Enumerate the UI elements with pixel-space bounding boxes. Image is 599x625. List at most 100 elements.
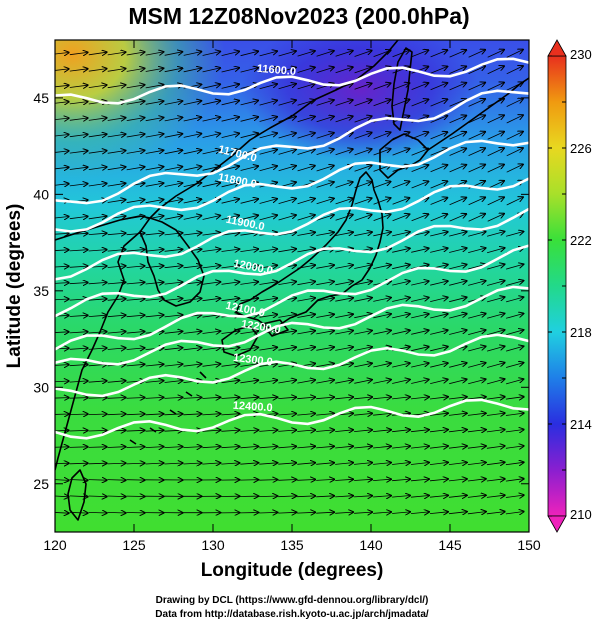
wind-arrow [145,447,164,448]
wind-arrow [335,314,353,317]
wind-arrow [164,134,183,138]
wind-arrow [202,414,220,415]
wind-arrow [278,249,296,252]
wind-arrow [487,83,504,91]
wind-arrow [278,215,296,221]
wind-arrow [183,414,202,415]
wind-arrow [297,347,315,350]
wind-arrow [183,331,202,333]
wind-arrow [373,446,391,448]
wind-arrow [410,446,429,448]
wind-arrow [430,214,448,222]
wind-arrow [335,198,353,205]
x-tick-label: 120 [43,537,67,553]
wind-arrow [354,165,372,172]
wind-arrow [69,118,88,120]
wind-arrow [164,282,183,284]
wind-arrow [297,496,315,497]
wind-arrow [126,266,145,268]
wind-arrow [164,463,183,464]
wind-arrow [107,414,126,415]
coastline-sakhalin [391,47,413,131]
wind-arrow [354,446,372,448]
wind-arrow [392,50,410,58]
x-tick-label: 135 [280,537,304,553]
wind-arrow [69,430,88,431]
contour-line [55,244,529,351]
wind-arrow [297,512,315,513]
wind-arrow [183,447,202,448]
wind-arrow [297,249,315,252]
wind-arrow [392,149,410,156]
wind-arrow [145,282,164,284]
wind-arrow [107,183,126,186]
wind-arrow [183,199,202,204]
wind-arrow [449,265,466,270]
wind-arrow [145,364,164,366]
wind-arrow [392,314,410,319]
wind-arrow [164,331,183,333]
wind-arrow [486,264,504,270]
wind-arrow [411,214,429,222]
wind-arrow [505,430,524,432]
wind-arrow [278,347,296,350]
wind-arrow [69,463,88,464]
wind-arrow [430,347,448,352]
wind-arrow [164,397,183,398]
wind-arrow [183,166,202,171]
colorbar-tick-label: 226 [570,141,592,156]
wind-arrow [467,413,486,415]
wind-arrow [354,83,372,90]
wind-arrow [259,265,277,268]
wind-arrow [429,462,448,464]
wind-arrow [240,430,258,431]
wind-arrow [278,199,296,204]
wind-arrow [410,397,429,399]
wind-arrow [145,68,164,71]
wind-arrow [107,167,126,170]
wind-arrow [183,266,202,268]
colorbar-tick-label: 222 [570,233,592,248]
wind-arrow [411,314,429,319]
wind-arrow [55,118,69,120]
coastline-china-east [55,231,141,471]
wind-arrow [55,69,69,71]
wind-arrow [55,266,69,267]
wind-arrow [55,512,69,513]
wind-arrow [410,496,429,498]
wind-arrow [392,446,410,448]
wind-arrow [202,249,221,251]
wind-arrow [486,281,504,286]
colorbar-top-arrow [547,39,567,57]
wind-arrow [221,249,240,251]
wind-arrow [55,332,69,333]
wind-arrow [278,496,296,497]
wind-arrow [145,118,164,121]
wind-arrow [55,283,69,284]
y-tick-label: 45 [33,90,49,106]
wind-arrow [354,463,372,465]
wind-arrow [221,282,240,284]
wind-arrow [145,134,164,137]
wind-arrow [297,380,315,383]
wind-arrow [354,512,372,513]
wind-arrow [107,151,126,154]
wind-arrow [335,479,353,480]
wind-arrow [278,380,296,383]
wind-arrow [411,347,429,352]
wind-arrow [335,51,353,57]
wind-arrow [410,512,429,514]
wind-arrow [505,495,524,497]
wind-arrow [316,364,334,367]
wind-arrow [467,430,486,432]
wind-arrow [373,330,391,335]
wind-arrow [335,232,353,235]
wind-arrow [354,397,372,399]
wind-arrow [183,348,202,350]
wind-arrow [107,200,126,203]
wind-arrow [69,184,88,186]
wind-arrow [69,216,88,218]
wind-arrow [88,430,107,431]
wind-arrow [221,266,240,268]
wind-arrow [316,347,334,350]
